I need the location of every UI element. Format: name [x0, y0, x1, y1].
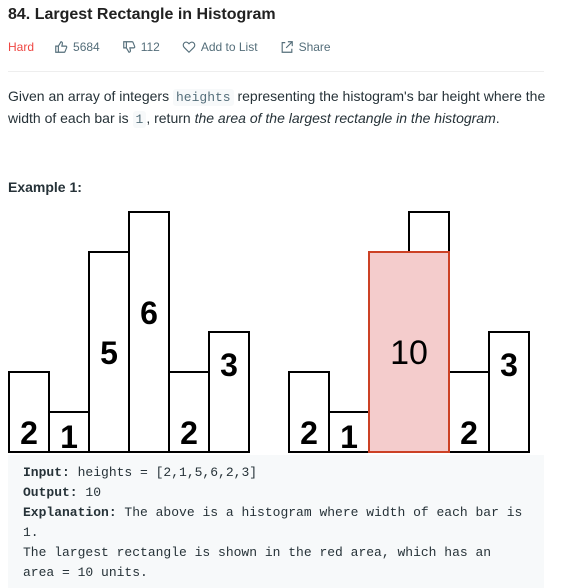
description-emphasis: the area of the largest rectangle in the… [194, 110, 496, 126]
description-text: Given an array of integers [8, 88, 173, 104]
share-button[interactable]: Share [280, 40, 331, 54]
example-input-line: Input: heights = [2,1,5,6,2,3] [23, 463, 529, 483]
description-text: . [495, 110, 500, 126]
histogram-bar [8, 371, 50, 453]
output-value: 10 [77, 485, 102, 500]
histogram-bar [88, 251, 130, 453]
inline-code: heights [172, 89, 234, 106]
histogram-bar-label: 1 [60, 419, 78, 455]
difficulty-badge: Hard [8, 40, 35, 54]
description-text: , return [146, 110, 195, 126]
like-button[interactable]: 5684 [54, 40, 100, 54]
histogram-bar-label: 1 [340, 419, 358, 455]
histogram-bar-label: 5 [100, 335, 118, 371]
heart-icon [182, 41, 196, 54]
problem-meta-bar: Hard 5684 112 Add to List Share [8, 39, 353, 55]
histogram-bar [168, 371, 210, 453]
example-output-line: Output: 10 [23, 483, 529, 503]
input-value: heights = [2,1,5,6,2,3] [69, 465, 258, 480]
histogram-bar [208, 331, 250, 453]
divider [8, 71, 544, 72]
output-label: Output: [23, 485, 78, 500]
share-label: Share [298, 40, 331, 54]
add-to-list-button[interactable]: Add to List [182, 40, 258, 54]
histogram-bar-label: 2 [460, 415, 478, 451]
dislike-button[interactable]: 112 [122, 40, 160, 54]
explanation-value: The above is a histogram where width of … [23, 505, 531, 540]
histogram-bar-label: 3 [220, 347, 238, 383]
add-to-list-label: Add to List [200, 40, 258, 54]
histogram-bar [488, 331, 530, 453]
example-explanation-line: Explanation: The above is a histogram wh… [23, 503, 529, 543]
like-count: 5684 [73, 40, 100, 54]
thumbs-up-icon [55, 41, 68, 53]
page-title: 84. Largest Rectangle in Histogram [8, 6, 276, 23]
largest-area-label: 10 [390, 334, 428, 372]
histogram-bar [288, 371, 330, 453]
input-label: Input: [23, 465, 70, 480]
inline-code: 1 [132, 111, 147, 128]
description-text: representing the histogram's bar height … [8, 88, 546, 126]
thumbs-down-icon [122, 41, 136, 53]
histogram-bar-label: 3 [500, 347, 518, 383]
example-block: Input: heights = [2,1,5,6,2,3] Output: 1… [8, 455, 544, 588]
histogram-bar-label: 2 [180, 415, 198, 451]
histogram-bar [328, 411, 370, 453]
example-explanation-line-2: The largest rectangle is shown in the re… [23, 545, 499, 580]
share-icon [281, 41, 293, 53]
dislike-count: 112 [140, 40, 160, 54]
explanation-label: Explanation: [23, 505, 117, 520]
histogram-bar-label: 2 [300, 415, 318, 451]
histogram-bar [128, 211, 170, 453]
histogram-bar-label: 6 [140, 295, 158, 331]
example-title: Example 1: [8, 179, 82, 195]
largest-rectangle-highlight [368, 251, 450, 453]
histogram-bar-label: 2 [20, 415, 38, 451]
problem-description: Given an array of integers heights repre… [8, 86, 548, 130]
